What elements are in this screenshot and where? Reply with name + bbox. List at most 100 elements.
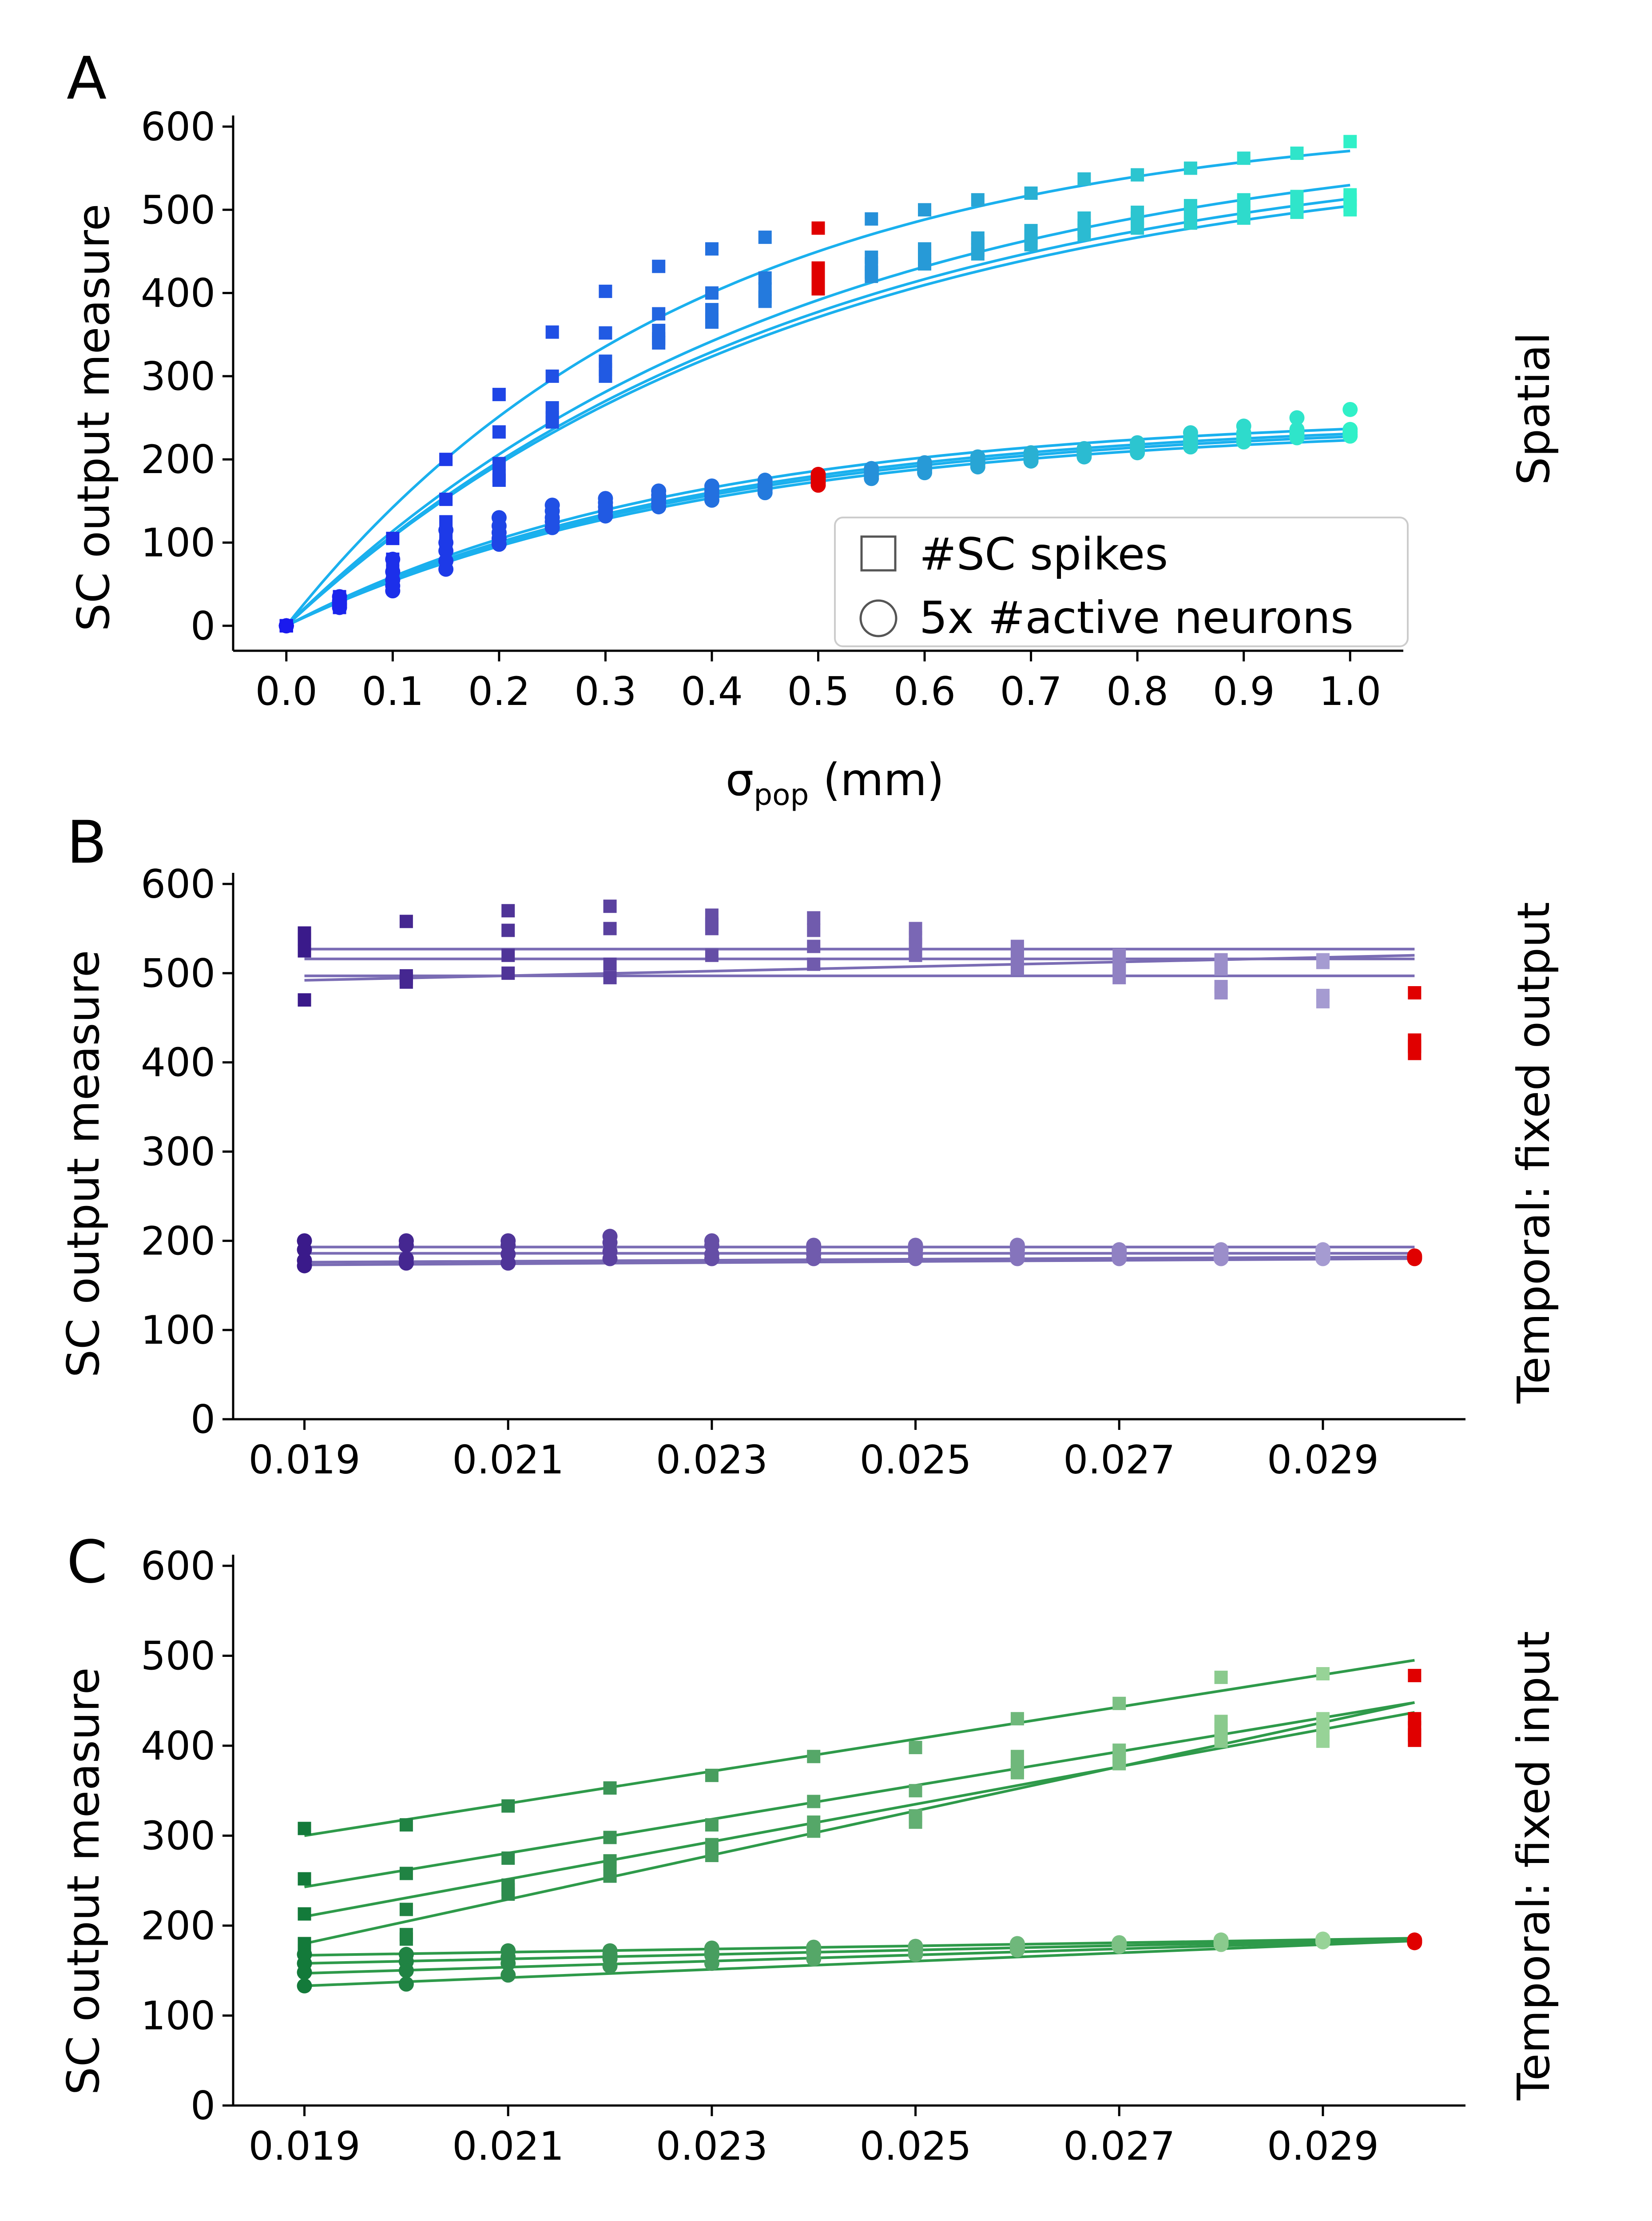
y-tick-label: 300 [141,354,215,399]
y-tick-label: 200 [141,1218,215,1264]
data-point-square [399,975,413,989]
data-point-square [918,203,932,217]
panel-b-fit-lines [304,947,1415,1266]
x-tick-label: 0.023 [656,2123,768,2169]
panel-b-side-label: Temporal: fixed output [1508,902,1560,1404]
x-tick-label: 0.019 [249,1437,361,1483]
fit-line [304,1937,1415,1957]
data-point-square [599,369,612,383]
data-point-circle [1112,1938,1127,1954]
data-point-circle [438,522,454,538]
data-point-square [501,1887,515,1901]
panel-a-y-axis-label: SC output measure [68,204,119,632]
data-point-square [1077,172,1091,186]
y-tick-label: 100 [141,520,215,566]
data-point-circle [297,1978,312,1994]
data-point-square [545,415,559,429]
data-point-square [909,1784,922,1798]
x-tick-label: 0.019 [249,2123,361,2169]
data-point-circle [1183,439,1198,455]
y-tick-label: 200 [141,1903,215,1949]
data-point-square [1290,205,1304,219]
data-point-circle [297,1242,312,1258]
data-point-square [386,532,400,545]
data-point-circle [651,499,667,514]
legend-label-active-neurons: 5x #active neurons [919,592,1354,644]
data-point-square [501,904,515,918]
y-tick-label: 500 [141,187,215,233]
data-point-square [705,286,719,300]
data-point-square [399,1932,413,1946]
panel-a-data-points [278,135,1358,633]
panel-c-side-label: Temporal: fixed input [1508,1631,1560,2101]
x-tick-label: 0.0 [255,669,318,714]
data-point-square [705,315,719,329]
data-point-circle [297,1965,312,1980]
data-point-circle [970,459,985,475]
data-point-square [501,966,515,980]
data-point-square [1131,221,1144,235]
y-tick-label: 600 [141,104,215,150]
data-point-square [705,922,719,935]
data-point-square [909,948,922,962]
y-tick-label: 0 [191,603,215,649]
data-point-circle [704,1251,719,1266]
data-point-circle [398,1976,414,1992]
data-point-square [501,1799,515,1813]
y-tick-label: 0 [191,1397,215,1442]
data-point-circle [1076,449,1092,465]
panel-c-fit-lines [304,1659,1415,1987]
data-point-square [807,939,821,953]
fit-line [304,1701,1415,1945]
data-point-square [865,212,878,226]
data-point-square [971,247,985,261]
y-tick-label: 300 [141,1129,215,1175]
x-tick-label: 0.7 [1000,669,1062,714]
data-point-circle [398,1963,414,1978]
data-point-circle [1213,1251,1229,1266]
data-point-square [603,971,617,984]
data-point-circle [704,492,719,508]
data-point-square [1408,1669,1422,1683]
data-point-circle [602,1251,618,1266]
data-point-circle [1315,1934,1330,1950]
data-point-circle [864,471,879,486]
panel-b-temporal-fixed-output: B 0 100 200 300 400 500 600 0.019 0.021 0.023 0.02… [57,808,1560,1483]
x-tick-label: 0.9 [1213,669,1275,714]
data-point-circle [598,508,613,524]
panel-a-side-label: Spatial [1508,332,1560,485]
data-point-square [909,1815,922,1829]
data-point-square [1131,168,1144,182]
x-tick-label: 0.027 [1063,1437,1175,1483]
fit-line [304,1701,1415,1888]
x-tick-label: 0.5 [787,669,850,714]
data-point-square [807,911,821,925]
panel-b-data-points [297,900,1422,1274]
data-point-square [298,993,311,1007]
data-point-circle [1009,1251,1025,1266]
data-point-circle [1289,430,1305,446]
panel-b-ticks: 0 100 200 300 400 500 600 0.019 0.021 0.023 0.025 0… [141,861,1379,1483]
data-point-circle [757,485,773,501]
data-point-square [399,1903,413,1916]
data-point-square [492,425,506,439]
panel-a-ticks: 0 100 200 300 400 500 600 0.0 0.1 0.2 0.3 0.4 0.5 0.6… [141,104,1381,714]
x-tick-label: 0.027 [1063,2123,1175,2169]
panel-c-temporal-fixed-input: C 0 100 200 300 400 500 600 0.019 0.021 0.023 0.02… [57,1528,1560,2169]
data-point-square [705,1849,719,1863]
data-point-square [807,1750,821,1763]
y-tick-label: 400 [141,271,215,316]
data-point-square [545,369,559,383]
data-point-square [1214,1671,1228,1684]
data-point-square [971,193,985,207]
panel-b-axes [232,873,1465,1421]
y-tick-label: 400 [141,1723,215,1769]
data-point-circle [810,478,826,493]
data-point-square [501,923,515,937]
data-point-square [399,915,413,928]
data-point-square [1343,135,1357,148]
data-point-square [599,284,612,298]
data-point-circle [544,520,560,535]
fit-line [285,197,1350,627]
